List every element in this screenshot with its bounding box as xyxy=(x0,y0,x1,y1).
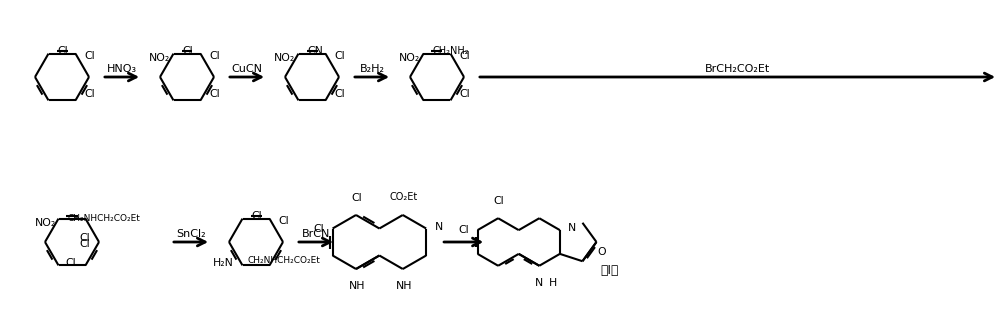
Text: Cl: Cl xyxy=(459,50,470,61)
Text: CH₂NHCH₂CO₂Et: CH₂NHCH₂CO₂Et xyxy=(248,256,320,265)
Text: BrCN: BrCN xyxy=(302,229,330,239)
Text: Cl: Cl xyxy=(210,89,220,99)
Text: O: O xyxy=(597,247,606,257)
Text: Cl: Cl xyxy=(79,233,90,243)
Text: Cl: Cl xyxy=(85,89,95,99)
Text: Cl: Cl xyxy=(279,215,289,226)
Text: Cl: Cl xyxy=(252,210,262,221)
Text: Cl: Cl xyxy=(458,225,469,235)
Text: HNO₃: HNO₃ xyxy=(107,64,137,74)
Text: CuCN: CuCN xyxy=(231,64,262,74)
Text: Cl: Cl xyxy=(313,223,324,233)
Text: SnCl₂: SnCl₂ xyxy=(176,229,206,239)
Text: Cl: Cl xyxy=(334,50,345,61)
Text: NH: NH xyxy=(349,281,365,291)
Text: NO₂: NO₂ xyxy=(35,218,57,228)
Text: CH₂NH₂: CH₂NH₂ xyxy=(432,45,469,56)
Text: NO₂: NO₂ xyxy=(398,53,420,63)
Text: Cl: Cl xyxy=(460,89,470,99)
Text: （Ⅰ）: （Ⅰ） xyxy=(601,264,619,277)
Text: Cl: Cl xyxy=(66,258,76,268)
Text: Cl: Cl xyxy=(494,196,504,206)
Text: N: N xyxy=(568,223,576,233)
Text: H: H xyxy=(549,278,558,288)
Text: CH₂NHCH₂CO₂Et: CH₂NHCH₂CO₂Et xyxy=(68,214,140,223)
Text: NH: NH xyxy=(396,281,412,291)
Text: Cl: Cl xyxy=(182,45,193,56)
Text: Cl: Cl xyxy=(335,89,345,99)
Text: Cl: Cl xyxy=(209,50,220,61)
Text: NO₂: NO₂ xyxy=(148,53,170,63)
Text: CO₂Et: CO₂Et xyxy=(390,192,418,202)
Text: N: N xyxy=(535,278,543,288)
Text: Cl: Cl xyxy=(84,50,95,61)
Text: Cl: Cl xyxy=(58,45,68,56)
Text: Cl: Cl xyxy=(79,239,90,249)
Text: H₂N: H₂N xyxy=(213,258,234,268)
Text: B₂H₂: B₂H₂ xyxy=(360,64,384,74)
Text: Cl: Cl xyxy=(352,193,362,203)
Text: NO₂: NO₂ xyxy=(273,53,295,63)
Text: CN: CN xyxy=(308,45,323,56)
Text: BrCH₂CO₂Et: BrCH₂CO₂Et xyxy=(705,64,770,74)
Text: N: N xyxy=(435,221,443,231)
